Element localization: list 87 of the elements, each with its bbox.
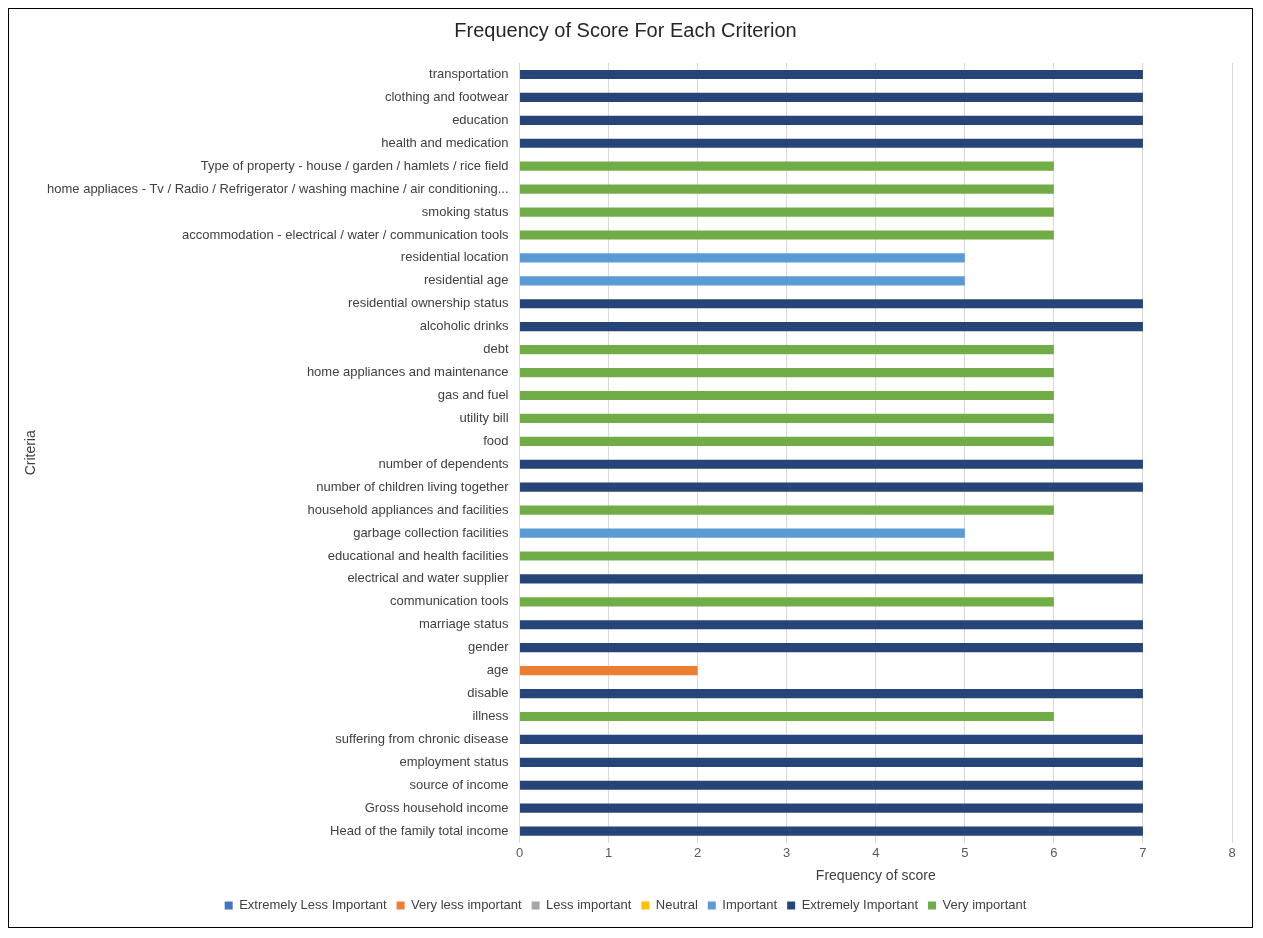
y-tick-label: communication tools — [390, 593, 510, 609]
legend-label: Extremely Less Important — [239, 897, 387, 913]
y-tick-label: Head of the family total income — [330, 822, 509, 838]
y-tick-label: educational and health facilities — [327, 547, 510, 563]
x-tick-label: 0 — [515, 844, 524, 860]
bar — [520, 482, 1143, 492]
bar — [520, 505, 1054, 515]
bar — [520, 367, 1054, 378]
bar — [520, 207, 1054, 217]
y-tick-label: smoking status — [421, 203, 510, 219]
y-tick-label: transportation — [429, 66, 509, 82]
y-tick-label: residential age — [423, 272, 509, 288]
legend-label: Extremely Important — [801, 897, 919, 913]
legend-label: Very less important — [411, 897, 522, 913]
bar — [520, 436, 1054, 446]
y-tick-label: food — [483, 432, 509, 448]
chart-title: Frequency of Score For Each Criterion — [454, 18, 797, 41]
bar — [520, 666, 698, 676]
x-tick-label: 8 — [1228, 844, 1236, 860]
bar — [520, 803, 1143, 813]
bar — [520, 230, 1054, 240]
bar — [520, 253, 965, 263]
x-tick-label: 1 — [604, 844, 613, 860]
x-axis-title: Frequency of score — [815, 867, 936, 884]
bar — [520, 322, 1143, 332]
bar — [520, 299, 1143, 309]
y-tick-label: home appliaces - Tv / Radio / Refrigerator / washing machine / air conditioning... — [47, 180, 509, 196]
x-tick-label: 6 — [1050, 844, 1058, 860]
y-tick-label: electrical and water supplier — [347, 570, 510, 586]
y-tick-label: home appliances and maintenance — [306, 364, 509, 380]
y-tick-label: number of dependents — [378, 455, 510, 471]
bar — [520, 69, 1143, 80]
y-tick-label: debt — [483, 341, 509, 357]
x-tick-label: 3 — [783, 844, 791, 860]
y-tick-label: employment status — [399, 753, 510, 769]
bar — [520, 413, 1054, 423]
legend-label: Neutral — [655, 897, 698, 913]
bar — [520, 688, 1143, 699]
y-tick-label: household appliances and facilities — [307, 501, 510, 517]
bar — [520, 620, 1143, 630]
y-tick-label: utility bill — [459, 409, 509, 425]
y-axis-title: Criteria — [22, 430, 39, 476]
y-tick-label: source of income — [409, 776, 509, 792]
x-tick-label: 2 — [694, 844, 702, 860]
bar — [520, 826, 1143, 836]
y-tick-label: health and medication — [381, 134, 509, 150]
bar — [520, 92, 1143, 102]
y-tick-label: accommodation - electrical / water / communication tools — [181, 226, 510, 242]
y-tick-label: garbage collection facilities — [353, 524, 510, 540]
bar — [520, 390, 1054, 401]
x-tick-label: 4 — [872, 844, 880, 860]
bar — [520, 459, 1143, 469]
bar — [520, 528, 965, 538]
bar — [520, 574, 1143, 584]
legend-label: Less important — [546, 897, 632, 913]
y-tick-label: residential ownership status — [348, 295, 510, 311]
y-tick-label: clothing and footwear — [384, 88, 510, 104]
y-tick-label: gender — [468, 639, 510, 655]
bar — [520, 345, 1054, 355]
bar — [520, 115, 1143, 125]
y-tick-label: Type of property - house / garden / hamlets / rice field — [200, 157, 509, 173]
y-tick-label: education — [452, 111, 509, 127]
y-tick-label: alcoholic drinks — [419, 318, 510, 334]
y-tick-label: Gross household income — [364, 799, 509, 815]
bar — [520, 184, 1054, 194]
bar — [520, 711, 1054, 722]
x-tick-label: 5 — [961, 844, 969, 860]
y-tick-label: number of children living together — [316, 478, 510, 494]
y-tick-label: age — [486, 662, 509, 678]
y-tick-label: marriage status — [418, 616, 510, 632]
y-tick-label: illness — [472, 708, 510, 724]
bar — [520, 757, 1143, 767]
bar — [520, 597, 1054, 607]
y-tick-label: gas and fuel — [437, 387, 509, 403]
y-tick-label: residential location — [400, 249, 509, 265]
bar — [520, 734, 1143, 744]
y-tick-label: suffering from chronic disease — [335, 731, 509, 746]
legend-label: Important — [722, 897, 778, 913]
bar — [520, 551, 1054, 561]
bar — [520, 780, 1143, 790]
bar — [520, 643, 1143, 653]
y-tick-label: disable — [467, 685, 509, 701]
legend-label: Very important — [942, 897, 1027, 913]
bar — [520, 138, 1143, 148]
x-tick-label: 7 — [1139, 844, 1147, 860]
bar — [520, 161, 1054, 171]
bar — [520, 276, 965, 286]
